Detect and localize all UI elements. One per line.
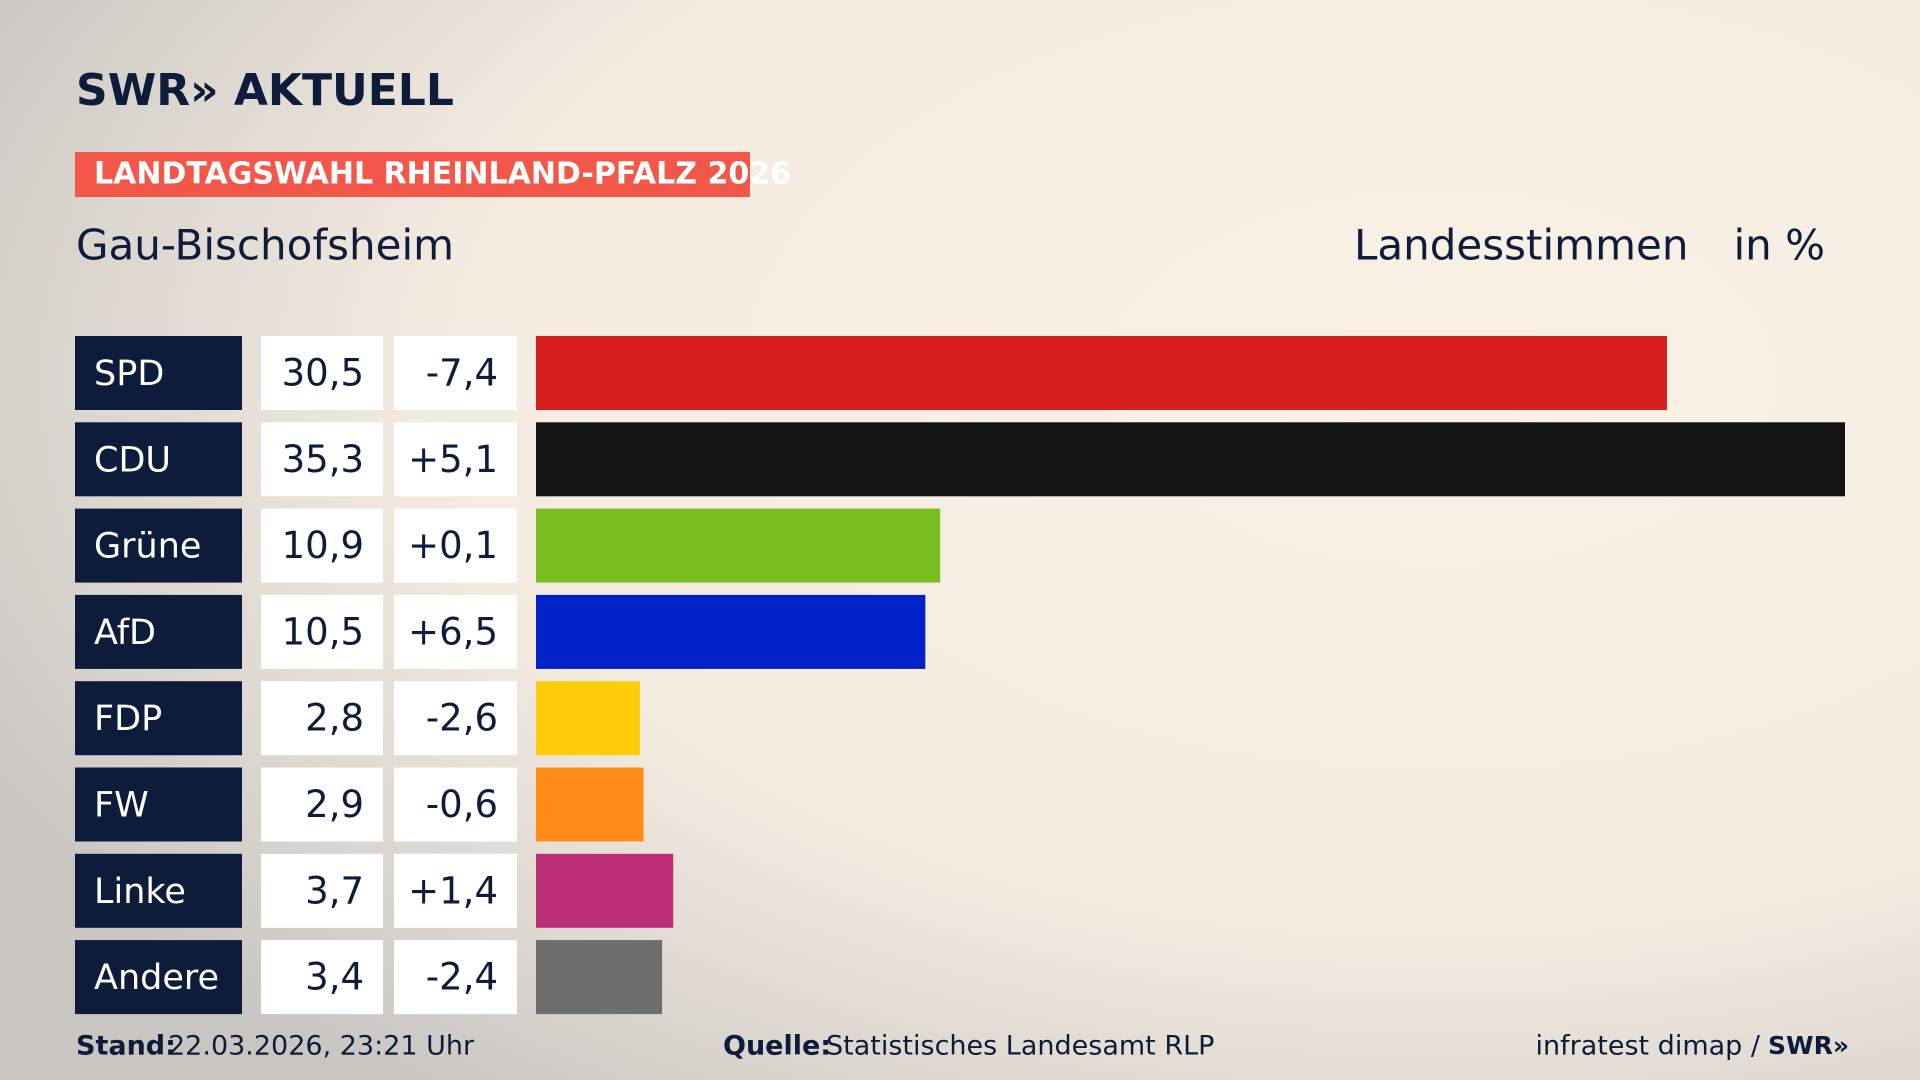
value-box: [261, 508, 383, 583]
party-label: CDU: [94, 440, 171, 480]
party-label: Andere: [94, 958, 219, 998]
stand-label: Stand:: [76, 1031, 176, 1062]
change-label: -0,6: [426, 783, 498, 826]
vote-type: Landesstimmen: [1354, 221, 1688, 270]
change-box: [394, 336, 517, 410]
bar: [536, 508, 941, 583]
change-label: +5,1: [408, 438, 498, 481]
party-label: Linke: [94, 872, 186, 912]
tag-box: [75, 152, 750, 197]
party-box: [75, 940, 242, 1015]
bar: [536, 336, 1668, 410]
logo: SWR» AKTUELL: [76, 65, 454, 116]
party-label: Grüne: [94, 527, 201, 567]
source-label: Quelle:: [723, 1031, 831, 1062]
change-label: -7,4: [426, 352, 498, 395]
party-label: FW: [94, 786, 149, 826]
value-label: 10,5: [282, 610, 364, 653]
value-label: 35,3: [282, 438, 364, 481]
value-box: [261, 681, 383, 756]
change-label: -2,6: [426, 697, 498, 740]
bar: [536, 767, 644, 842]
place: Gau-Bischofsheim: [76, 221, 454, 270]
stand: 22.03.2026, 23:21 Uhr: [168, 1031, 475, 1062]
change-box: [394, 940, 517, 1015]
change-label: +0,1: [408, 524, 498, 567]
change-box: [394, 767, 517, 842]
change-label: +1,4: [408, 869, 498, 912]
value-label: 10,9: [282, 524, 364, 567]
value-label: 3,4: [305, 956, 364, 999]
source: Statistisches Landesamt RLP: [826, 1031, 1214, 1062]
party-box: [75, 853, 242, 928]
change-label: +6,5: [408, 610, 498, 653]
credit-logo: SWR»: [1768, 1031, 1849, 1060]
value-box: [261, 336, 383, 410]
value-box: [261, 853, 383, 928]
party-box: [75, 336, 242, 410]
change-box: [394, 422, 517, 497]
tag: LANDTAGSWAHL RHEINLAND-PFALZ 2026: [94, 157, 791, 192]
party-box: [75, 594, 242, 669]
party-box: [75, 767, 242, 842]
bar: [536, 594, 926, 669]
change-box: [394, 594, 517, 669]
value-label: 30,5: [282, 352, 364, 395]
change-box: [394, 508, 517, 583]
party-label: FDP: [94, 699, 162, 739]
party-label: AfD: [94, 613, 156, 653]
change-box: [394, 853, 517, 928]
bar: [536, 422, 1845, 497]
party-box: [75, 508, 242, 583]
credit: infratest dimap /: [1535, 1031, 1760, 1062]
unit: in %: [1733, 221, 1825, 270]
value-box: [261, 422, 383, 497]
party-label: SPD: [94, 354, 164, 394]
change-box: [394, 681, 517, 756]
bar: [536, 681, 640, 756]
value-box: [261, 767, 383, 842]
change-label: -2,4: [426, 956, 498, 999]
bar: [536, 853, 674, 928]
value-box: [261, 940, 383, 1015]
value-box: [261, 594, 383, 669]
party-box: [75, 422, 242, 497]
value-label: 2,9: [305, 783, 364, 826]
value-label: 2,8: [305, 697, 364, 740]
value-label: 3,7: [305, 869, 364, 912]
bar: [536, 940, 663, 1015]
party-box: [75, 681, 242, 756]
